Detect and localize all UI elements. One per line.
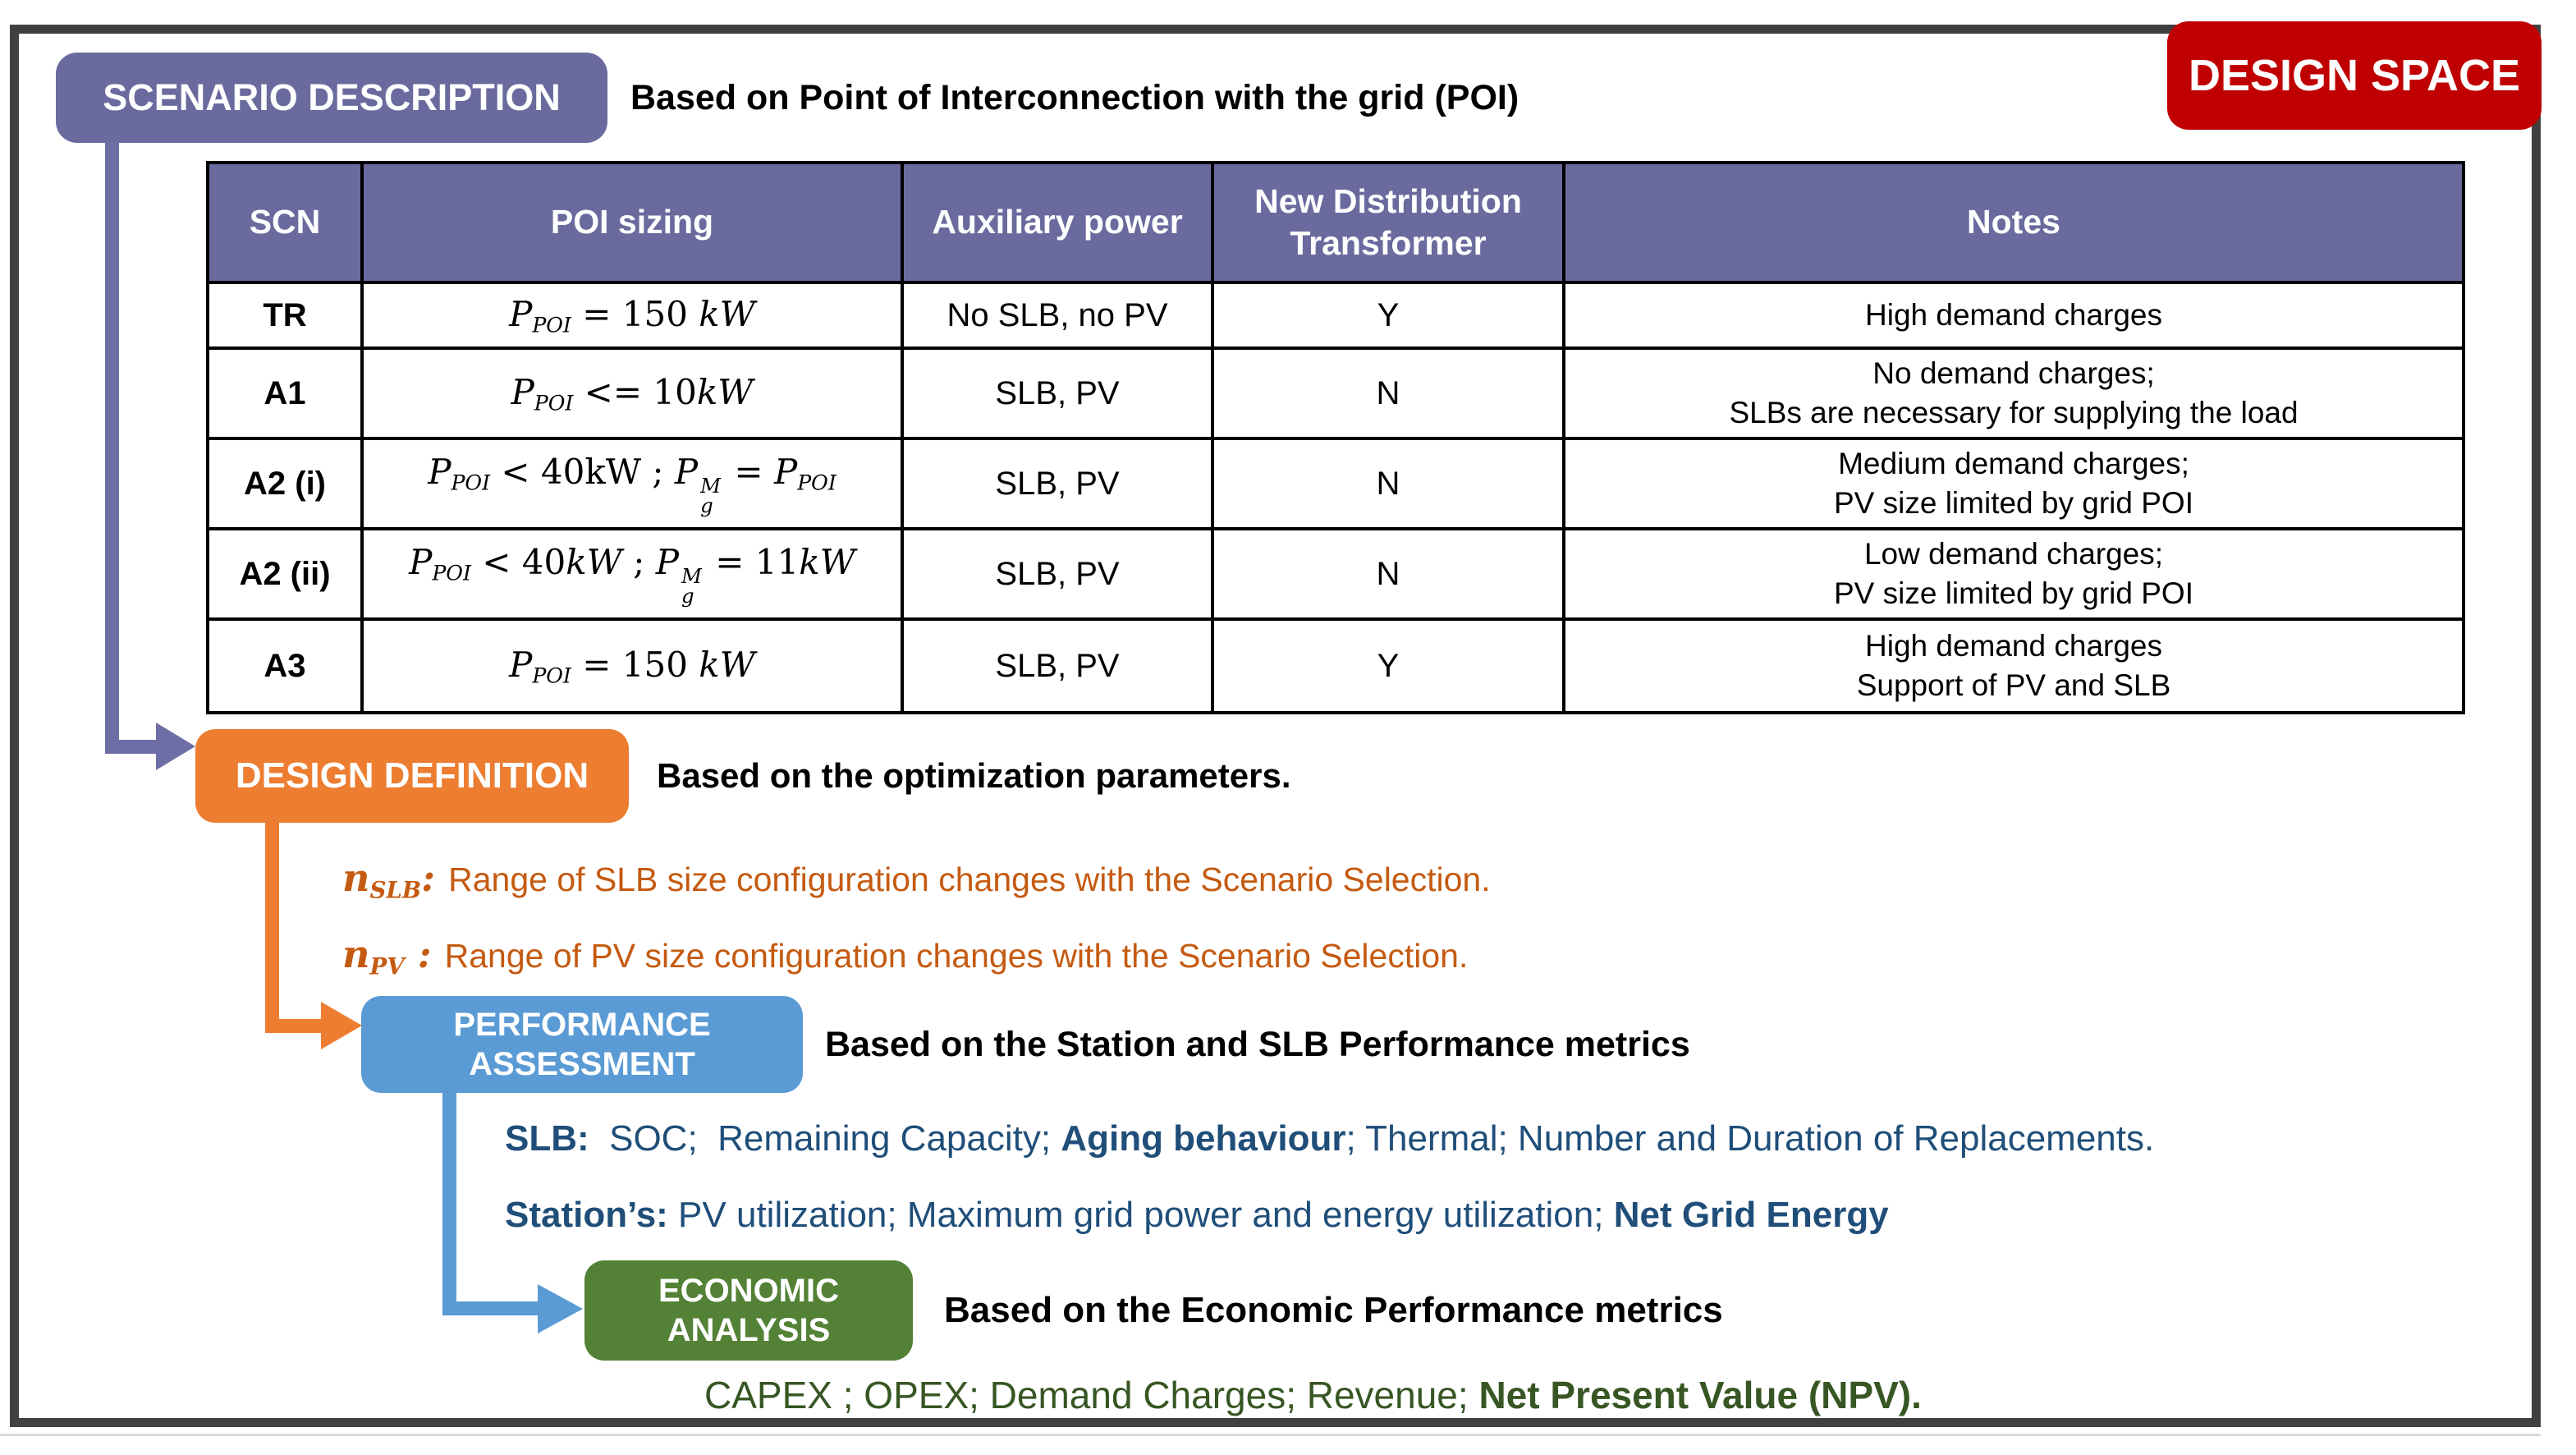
arrow-design-to-performance-vertical xyxy=(265,821,279,1033)
arrow-design-to-performance-head-icon xyxy=(321,1002,362,1049)
scenario-description-badge: SCENARIO DESCRIPTION xyxy=(56,53,607,143)
transformer-cell: N xyxy=(1211,437,1565,530)
poi-sizing-cell: PPOI <= 10kW xyxy=(360,347,904,440)
table-row: TR PPOI = 150 kW No SLB, no PV Y High de… xyxy=(206,281,2465,350)
auxiliary-power-cell: SLB, PV xyxy=(901,437,1214,530)
nslb-text: Range of SLB size configuration changes … xyxy=(448,861,1491,898)
slb-metrics-line: SLB: SOC; Remaining Capacity; Aging beha… xyxy=(505,1118,2155,1159)
column-header-auxiliary-power: Auxiliary power xyxy=(901,161,1214,284)
station-metrics-line: Station’s: PV utilization; Maximum grid … xyxy=(505,1195,1889,1235)
auxiliary-power-cell: SLB, PV xyxy=(901,527,1214,621)
auxiliary-power-cell: SLB, PV xyxy=(901,347,1214,440)
scn-cell: A1 xyxy=(206,347,364,440)
notes-cell: No demand charges; SLBs are necessary fo… xyxy=(1562,347,2465,440)
transformer-cell: N xyxy=(1211,527,1565,621)
economic-metrics-line: CAPEX ; OPEX; Demand Charges; Revenue; N… xyxy=(704,1374,1922,1416)
transformer-cell: Y xyxy=(1211,617,1565,714)
performance-assessment-badge: PERFORMANCE ASSESSMENT xyxy=(361,996,803,1093)
column-header-new-distribution-transformer: New Distribution Transformer xyxy=(1211,161,1565,284)
bottom-divider-line xyxy=(0,1434,2541,1436)
arrow-performance-to-economic-horizontal xyxy=(442,1301,539,1315)
scn-cell: A2 (ii) xyxy=(206,527,364,621)
scn-cell: A3 xyxy=(206,617,364,714)
table-row: A1 PPOI <= 10kW SLB, PV N No demand char… xyxy=(206,347,2465,440)
notes-cell: High demand charges Support of PV and SL… xyxy=(1562,617,2465,714)
arrow-performance-to-economic-vertical xyxy=(442,1092,456,1315)
scenario-table: SCN POI sizing Auxiliary power New Distr… xyxy=(206,161,2465,714)
design-definition-badge: DESIGN DEFINITION xyxy=(195,729,629,823)
scenario-subtitle: Based on Point of Interconnection with t… xyxy=(630,77,1519,117)
table-row: A3 PPOI = 150 kW SLB, PV Y High demand c… xyxy=(206,617,2465,714)
poi-sizing-cell: PPOI = 150 kW xyxy=(360,617,904,714)
parameter-npv: nPV : Range of PV size configuration cha… xyxy=(342,932,1468,980)
auxiliary-power-cell: SLB, PV xyxy=(901,617,1214,714)
notes-cell: Low demand charges; PV size limited by g… xyxy=(1562,527,2465,621)
arrow-scenario-to-design-horizontal xyxy=(105,740,158,754)
arrow-design-to-performance-horizontal xyxy=(265,1019,323,1033)
scn-cell: A2 (i) xyxy=(206,437,364,530)
transformer-cell: N xyxy=(1211,347,1565,440)
npv-symbol: nPV : xyxy=(342,932,445,980)
economic-subtitle: Based on the Economic Performance metric… xyxy=(944,1290,1723,1330)
arrow-performance-to-economic-head-icon xyxy=(538,1284,583,1333)
transformer-cell: Y xyxy=(1211,281,1565,350)
design-space-badge: DESIGN SPACE xyxy=(2167,21,2542,130)
poi-sizing-cell: PPOI = 150 kW xyxy=(360,281,904,350)
arrow-scenario-to-design-head-icon xyxy=(156,723,195,770)
table-header-row: SCN POI sizing Auxiliary power New Distr… xyxy=(206,161,2465,284)
economic-analysis-badge: ECONOMIC ANALYSIS xyxy=(584,1260,913,1361)
arrow-scenario-to-design-vertical xyxy=(105,141,119,754)
performance-subtitle: Based on the Station and SLB Performance… xyxy=(825,1024,1690,1064)
column-header-notes: Notes xyxy=(1562,161,2465,284)
npv-text: Range of PV size configuration changes w… xyxy=(444,937,1469,975)
column-header-scn: SCN xyxy=(206,161,364,284)
parameter-nslb: nSLB: Range of SLB size configuration ch… xyxy=(342,856,1491,903)
notes-cell: High demand charges xyxy=(1562,281,2465,350)
auxiliary-power-cell: No SLB, no PV xyxy=(901,281,1214,350)
design-definition-subtitle: Based on the optimization parameters. xyxy=(657,756,1291,795)
nslb-symbol: nSLB: xyxy=(342,856,449,904)
notes-cell: Medium demand charges; PV size limited b… xyxy=(1562,437,2465,530)
scn-cell: TR xyxy=(206,281,364,350)
column-header-poi-sizing: POI sizing xyxy=(360,161,904,284)
